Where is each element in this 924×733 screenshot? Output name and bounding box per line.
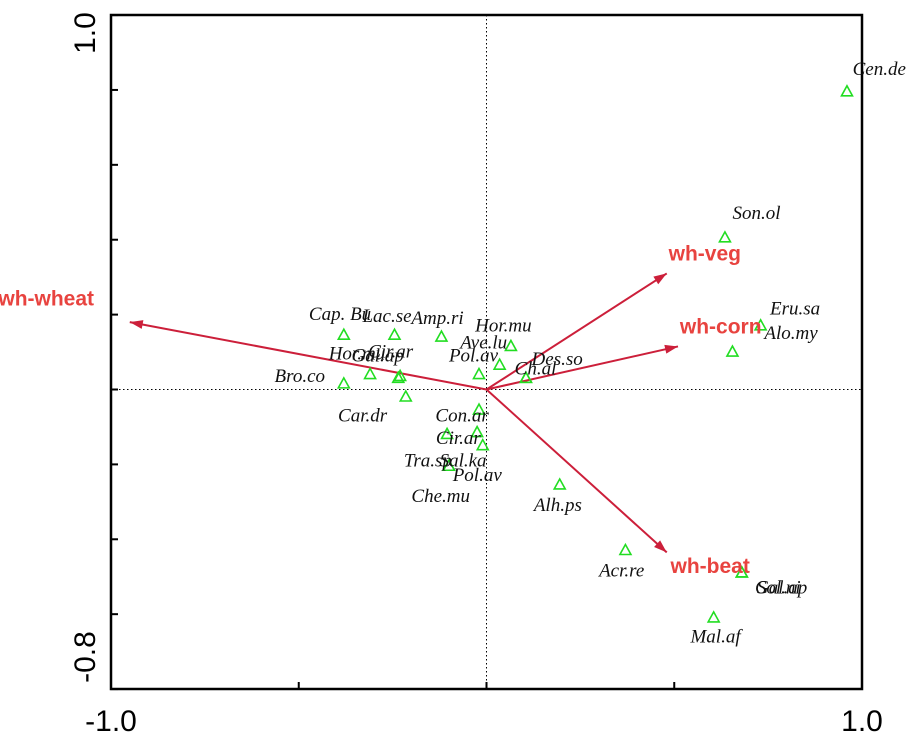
species-point-gal-ap [393,368,407,382]
arrow-wh-veg [485,272,668,391]
species-point-che-mu [442,458,456,472]
species-label-son-ol: Son.ol [732,203,780,224]
species-point-eru-sa [753,318,768,331]
species-label-cir-ar: Cir.ar [436,428,481,449]
arrow-wh-corn [486,345,679,391]
axis-ticks [110,14,863,691]
species-point-cen-de [840,84,854,97]
species-label-eru-sa: Eru.sa [769,299,820,320]
species-label-lac-se: Lac.se [361,306,411,327]
species-label-ch-al: Ch.al [515,359,557,380]
species-point-alh-ps [552,477,567,490]
species-label-cap-bu: Cap. Bu [309,304,371,325]
species-point-car-dr [398,389,413,402]
species-label-hor-mu: Hor.mu [328,344,385,365]
environmental-arrows [129,272,679,554]
species-label-hor-mu: Hor.mu [474,315,531,336]
species-point-bro-co [336,376,351,389]
arrowhead-wh-wheat [129,320,144,329]
species-label-tra-sp: Tra.sp [404,450,452,471]
y-tick-label: 1.0 [69,12,102,54]
axis-tick-labels: -1.0 1.0 1.0 -0.8 [69,12,883,733]
species-label-des-so: Des.so [531,349,583,370]
species-point-amp-ri [434,329,449,342]
species-point-cir-ar [470,424,484,438]
species-point-son-ol [718,230,732,243]
x-tick-label: 1.0 [841,705,883,733]
arrow-labels: wh-wheat wh-veg wh-corn wh-beat [0,242,762,578]
arrow-label-wh-beat: wh-beat [669,555,749,578]
species-label-ave-lu: Ave.lu [458,332,507,353]
species-point-ave-lu [492,357,507,370]
arrowhead-wh-corn [664,344,679,354]
arrow-wh-beat [485,388,668,554]
species-label-car-dr: Car.dr [338,405,388,426]
species-point-hor-mu [504,338,518,352]
species-label-gal-ap: Gal.ap [755,578,807,599]
species-point-pol-av [472,366,486,380]
species-point-sol-ni [734,565,749,578]
species-point-con-ar [472,402,486,415]
species-label-pol-av: Pol.av [452,465,503,486]
y-tick-label: -0.8 [69,631,102,683]
species-point-tra-sp [440,426,454,440]
species-label-acr-re: Acr.re [597,561,644,582]
species-labels: Cen.deSon.olEru.saAlo.myAcr.reGal.apSol.… [275,59,906,647]
species-point-ch-al [519,370,533,384]
species-label-sol-ni: Sol.ni [757,578,801,599]
species-point-cap-bu [336,327,351,341]
arrow-label-wh-corn: wh-corn [679,315,762,338]
species-label-con-ar: Con.ar [435,405,489,426]
species-label-cen-de: Cen.de [853,59,906,80]
arrow-label-wh-veg: wh-veg [668,242,741,265]
species-label-amp-ri: Amp.ri [409,308,463,329]
species-markers [336,84,854,623]
arrow-label-wh-wheat: wh-wheat [0,287,94,310]
species-label-bro-co: Bro.co [275,366,325,387]
species-label-cir-ar: Cir.ar [368,342,413,363]
species-label-alh-ps: Alh.ps [532,495,582,516]
x-tick-label: -1.0 [85,705,137,733]
arrow-wh-wheat [129,321,487,391]
species-point-acr-re [618,542,633,556]
species-point-alo-my [725,344,740,357]
species-point-hor-mu [363,366,377,380]
species-point-mal-af [706,610,721,623]
species-label-gal-ap: Gal.ap [351,345,403,366]
species-point-sal-ka [475,438,490,451]
species-label-alo-my: Alo.my [762,323,818,344]
arrowhead-wh-beat [654,540,667,553]
species-point-lac-se [387,327,402,341]
species-label-che-mu: Che.mu [411,486,470,507]
species-label-pol-av: Pol.av [448,345,499,366]
species-label-sal-ka: Sal.ka [440,450,487,471]
species-label-mal-af: Mal.af [689,626,743,647]
arrowhead-wh-veg [653,273,667,285]
